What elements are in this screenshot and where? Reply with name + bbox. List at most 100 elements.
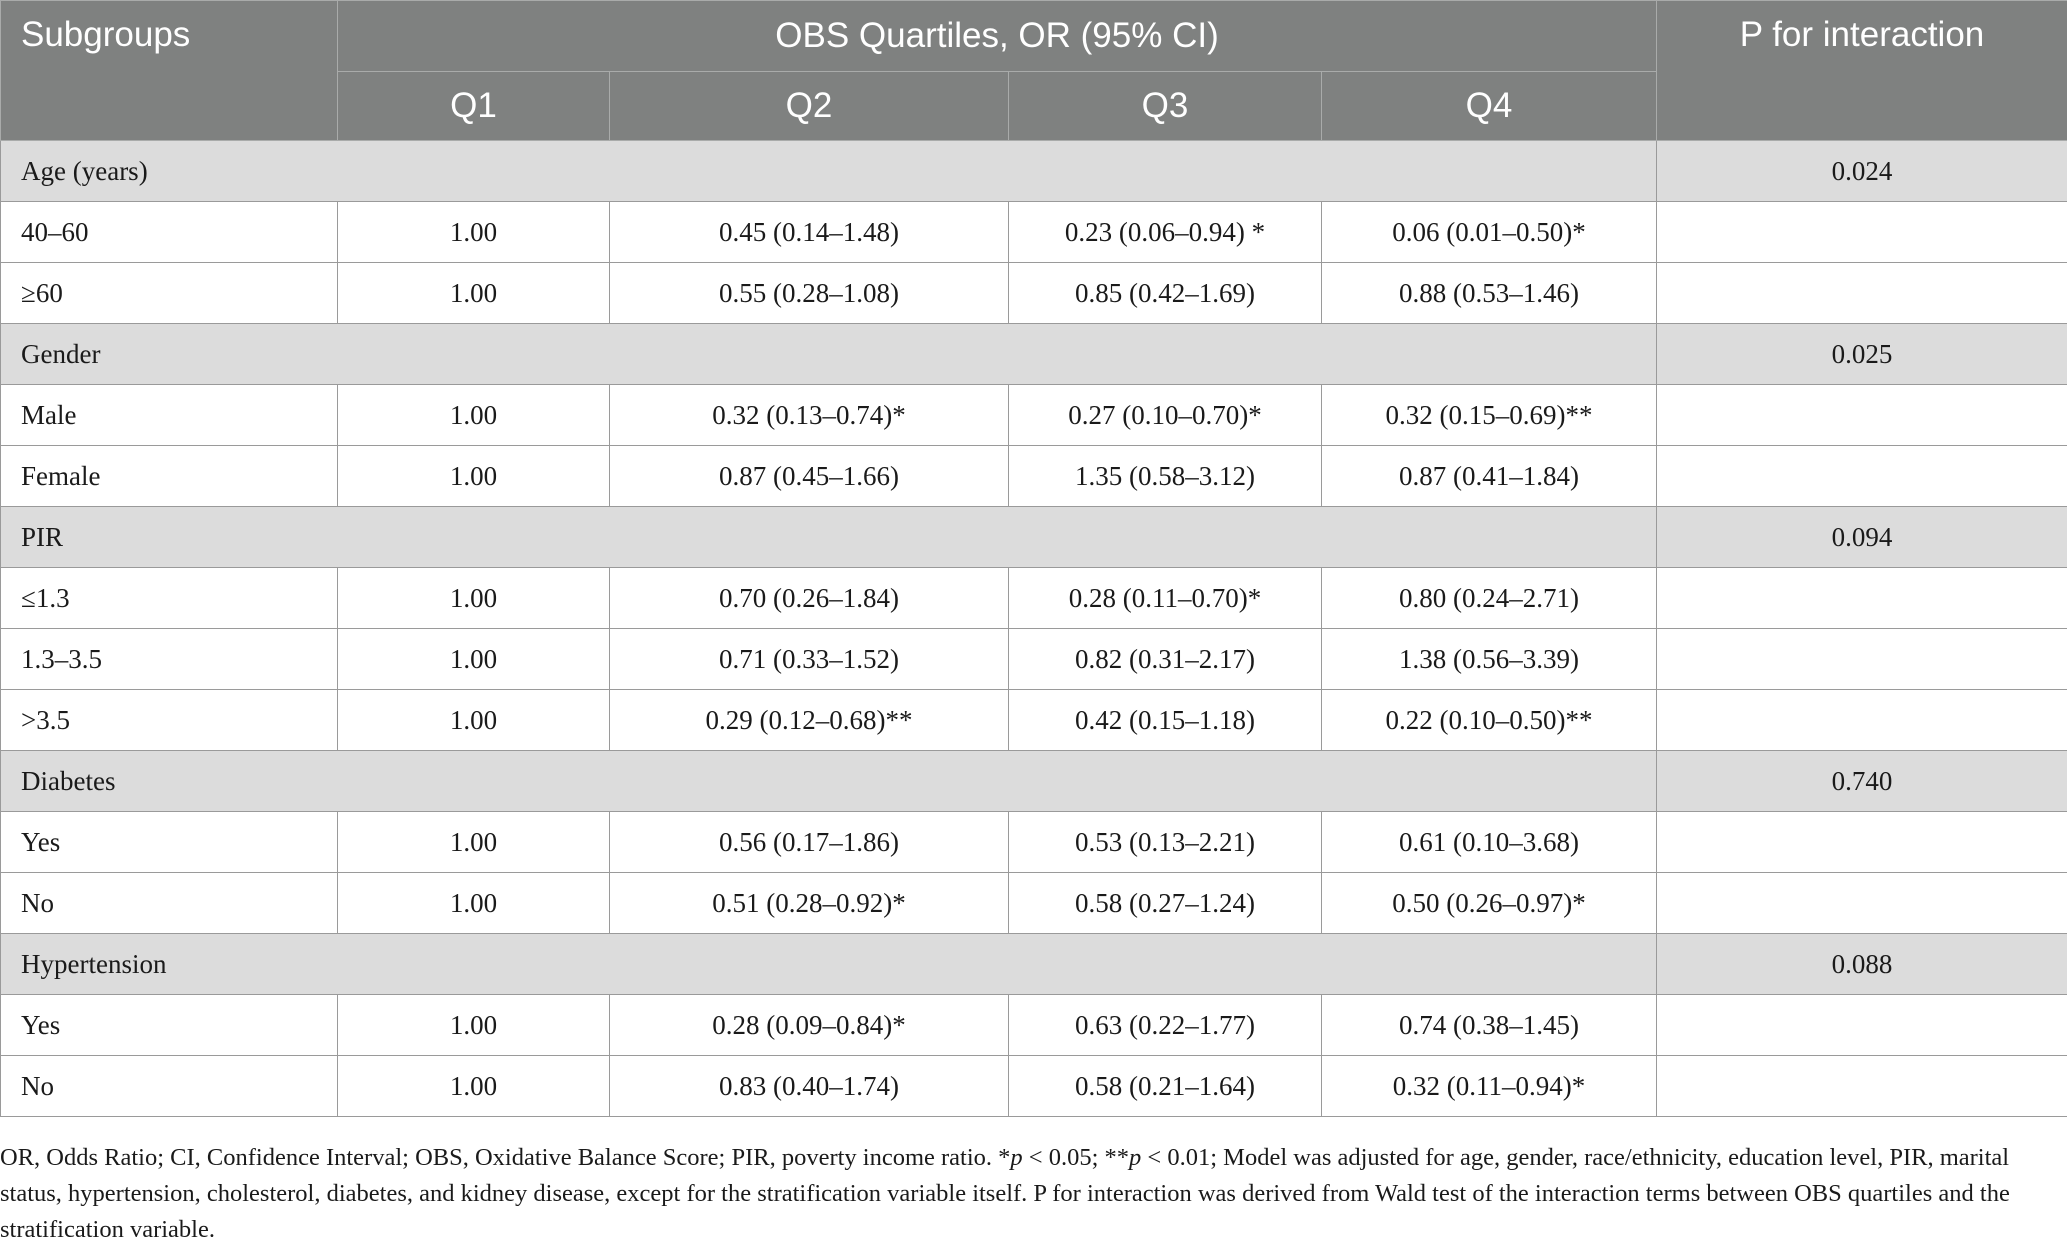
group-name: Hypertension — [0, 933, 1658, 995]
cell-q2: 0.83 (0.40–1.74) — [609, 1055, 1009, 1117]
cell-q1: 1.00 — [337, 1055, 610, 1117]
table-row: No 1.00 0.83 (0.40–1.74) 0.58 (0.21–1.64) 0.… — [0, 1055, 2067, 1117]
row-label: No — [0, 872, 338, 934]
row-label: 1.3–3.5 — [0, 628, 338, 690]
cell-q3: 0.53 (0.13–2.21) — [1008, 811, 1322, 873]
cell-p-empty — [1656, 262, 2067, 324]
subgroup-analysis-table: Subgroups OBS Quartiles, OR (95% CI) P f… — [0, 0, 2067, 1117]
cell-q2: 0.28 (0.09–0.84)* — [609, 994, 1009, 1056]
cell-q2: 0.29 (0.12–0.68)** — [609, 689, 1009, 751]
cell-q1: 1.00 — [337, 201, 610, 263]
cell-q3: 0.27 (0.10–0.70)* — [1008, 384, 1322, 446]
row-label: No — [0, 1055, 338, 1117]
cell-q2: 0.87 (0.45–1.66) — [609, 445, 1009, 507]
header-q4: Q4 — [1320, 71, 1658, 141]
header-p-interaction: P for interaction — [1656, 0, 2067, 141]
cell-q4: 0.50 (0.26–0.97)* — [1320, 872, 1658, 934]
cell-p-empty — [1656, 628, 2067, 690]
cell-p-empty — [1656, 689, 2067, 751]
cell-q2: 0.55 (0.28–1.08) — [609, 262, 1009, 324]
cell-q4: 0.74 (0.38–1.45) — [1320, 994, 1658, 1056]
table-row: ≤1.3 1.00 0.70 (0.26–1.84) 0.28 (0.11–0.70)… — [0, 567, 2067, 629]
cell-q3: 0.23 (0.06–0.94) * — [1008, 201, 1322, 263]
footnote-text-3: < 0.01; Model was adjusted for age, gend… — [0, 1144, 2010, 1243]
cell-q2: 0.70 (0.26–1.84) — [609, 567, 1009, 629]
cell-q1: 1.00 — [337, 262, 610, 324]
footnote-text-1: OR, Odds Ratio; CI, Confidence Interval;… — [0, 1144, 1011, 1171]
cell-q1: 1.00 — [337, 567, 610, 629]
cell-q2: 0.45 (0.14–1.48) — [609, 201, 1009, 263]
cell-q1: 1.00 — [337, 445, 610, 507]
cell-q4: 0.80 (0.24–2.71) — [1320, 567, 1658, 629]
group-row: Diabetes 0.740 — [0, 750, 2067, 812]
cell-q3: 0.28 (0.11–0.70)* — [1008, 567, 1322, 629]
footnote-p-symbol-2: p — [1129, 1144, 1142, 1171]
cell-q1: 1.00 — [337, 811, 610, 873]
table-row: >3.5 1.00 0.29 (0.12–0.68)** 0.42 (0.15–1.1… — [0, 689, 2067, 751]
cell-q4: 0.87 (0.41–1.84) — [1320, 445, 1658, 507]
table-body: Age (years) 0.024 40–60 1.00 0.45 (0.14–1.48… — [0, 140, 2067, 1117]
row-label: Male — [0, 384, 338, 446]
cell-q1: 1.00 — [337, 628, 610, 690]
cell-q3: 1.35 (0.58–3.12) — [1008, 445, 1322, 507]
group-name: PIR — [0, 506, 1658, 568]
cell-q1: 1.00 — [337, 994, 610, 1056]
row-label: >3.5 — [0, 689, 338, 751]
cell-q4: 0.22 (0.10–0.50)** — [1320, 689, 1658, 751]
table-row: Male 1.00 0.32 (0.13–0.74)* 0.27 (0.10–0.70… — [0, 384, 2067, 446]
cell-q3: 0.58 (0.21–1.64) — [1008, 1055, 1322, 1117]
cell-q2: 0.32 (0.13–0.74)* — [609, 384, 1009, 446]
group-name: Gender — [0, 323, 1658, 385]
group-p-value: 0.094 — [1656, 506, 2067, 568]
header-quartiles-title: OBS Quartiles, OR (95% CI) — [336, 0, 1658, 72]
cell-q2: 0.51 (0.28–0.92)* — [609, 872, 1009, 934]
cell-q4: 1.38 (0.56–3.39) — [1320, 628, 1658, 690]
cell-q1: 1.00 — [337, 384, 610, 446]
cell-p-empty — [1656, 567, 2067, 629]
group-name: Age (years) — [0, 140, 1658, 202]
cell-p-empty — [1656, 1055, 2067, 1117]
group-row: Hypertension 0.088 — [0, 933, 2067, 995]
group-p-value: 0.025 — [1656, 323, 2067, 385]
cell-q2: 0.56 (0.17–1.86) — [609, 811, 1009, 873]
header-q1: Q1 — [337, 71, 610, 141]
row-label: 40–60 — [0, 201, 338, 263]
header-q3: Q3 — [1008, 71, 1322, 141]
cell-q3: 0.42 (0.15–1.18) — [1008, 689, 1322, 751]
group-p-value: 0.024 — [1656, 140, 2067, 202]
cell-p-empty — [1656, 994, 2067, 1056]
cell-q4: 0.32 (0.15–0.69)** — [1320, 384, 1658, 446]
row-label: ≥60 — [0, 262, 338, 324]
footnote-p-symbol-1: p — [1010, 1144, 1023, 1171]
cell-q4: 0.32 (0.11–0.94)* — [1320, 1055, 1658, 1117]
cell-q1: 1.00 — [337, 689, 610, 751]
cell-q4: 0.61 (0.10–3.68) — [1320, 811, 1658, 873]
group-name: Diabetes — [0, 750, 1658, 812]
table-row: 40–60 1.00 0.45 (0.14–1.48) 0.23 (0.06–0.94… — [0, 201, 2067, 263]
table-row: Yes 1.00 0.28 (0.09–0.84)* 0.63 (0.22–1.77)… — [0, 994, 2067, 1056]
cell-q4: 0.88 (0.53–1.46) — [1320, 262, 1658, 324]
row-label: ≤1.3 — [0, 567, 338, 629]
row-label: Female — [0, 445, 338, 507]
table-row: 1.3–3.5 1.00 0.71 (0.33–1.52) 0.82 (0.31–2.… — [0, 628, 2067, 690]
footnote-text-2: < 0.05; ** — [1022, 1144, 1130, 1171]
table-row: ≥60 1.00 0.55 (0.28–1.08) 0.85 (0.42–1.69) 0… — [0, 262, 2067, 324]
header-q2: Q2 — [609, 71, 1009, 141]
cell-p-empty — [1656, 201, 2067, 263]
table-row: No 1.00 0.51 (0.28–0.92)* 0.58 (0.27–1.24) 0… — [0, 872, 2067, 934]
cell-q3: 0.82 (0.31–2.17) — [1008, 628, 1322, 690]
cell-q3: 0.85 (0.42–1.69) — [1008, 262, 1322, 324]
group-row: PIR 0.094 — [0, 506, 2067, 568]
cell-q3: 0.58 (0.27–1.24) — [1008, 872, 1322, 934]
row-label: Yes — [0, 994, 338, 1056]
table-row: Female 1.00 0.87 (0.45–1.66) 1.35 (0.58–3.1… — [0, 445, 2067, 507]
cell-q4: 0.06 (0.01–0.50)* — [1320, 201, 1658, 263]
cell-q3: 0.63 (0.22–1.77) — [1008, 994, 1322, 1056]
cell-p-empty — [1656, 811, 2067, 873]
row-label: Yes — [0, 811, 338, 873]
cell-p-empty — [1656, 872, 2067, 934]
group-row: Age (years) 0.024 — [0, 140, 2067, 202]
table-row: Yes 1.00 0.56 (0.17–1.86) 0.53 (0.13–2.21) 0… — [0, 811, 2067, 873]
header-subgroups: Subgroups — [0, 0, 338, 141]
cell-q1: 1.00 — [337, 872, 610, 934]
